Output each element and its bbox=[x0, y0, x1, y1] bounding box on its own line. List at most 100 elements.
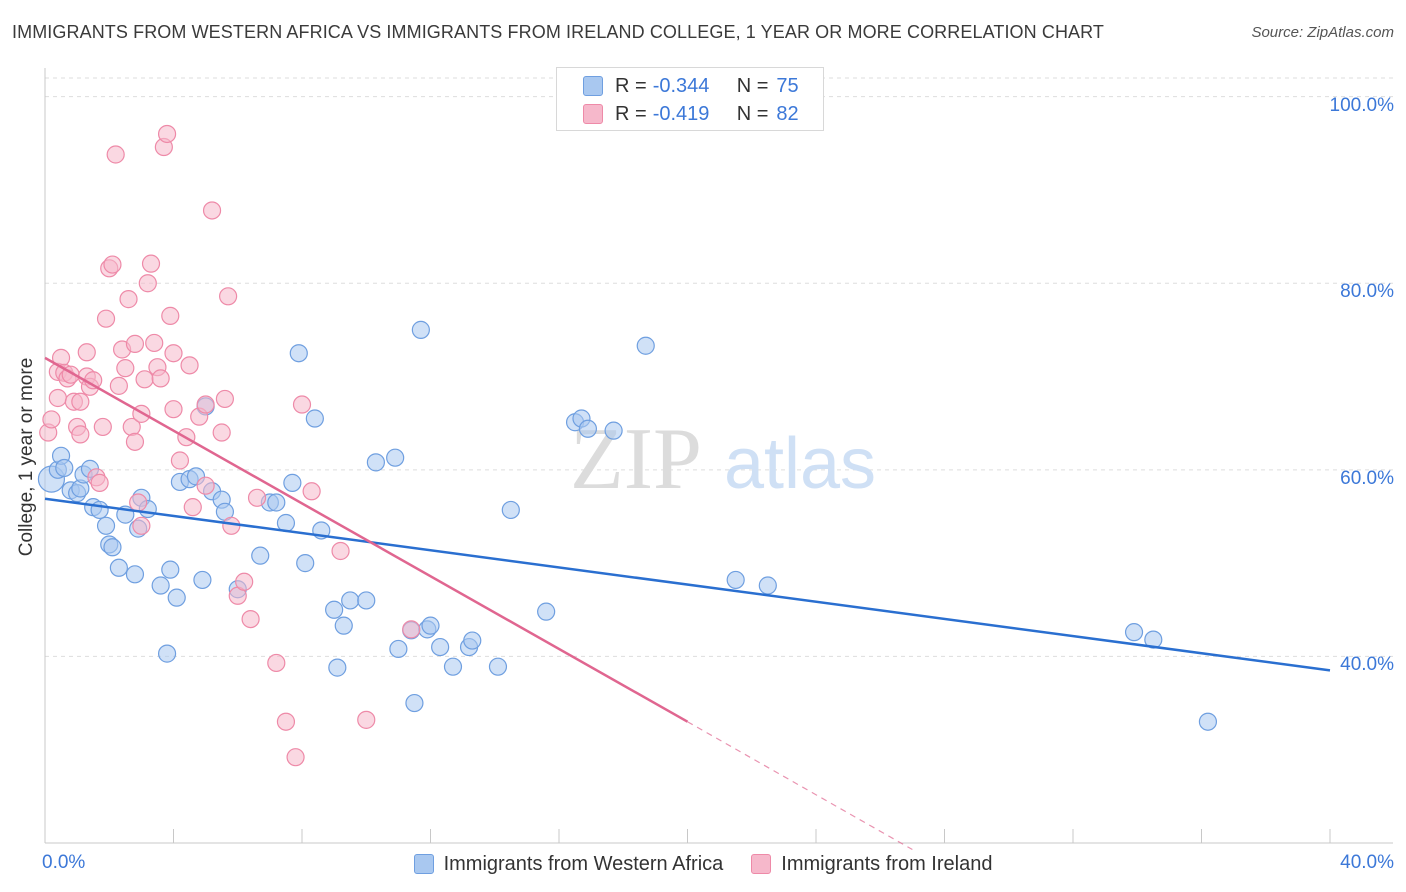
point-ireland bbox=[157, 124, 177, 144]
point-ireland bbox=[164, 400, 183, 419]
point-ireland bbox=[71, 392, 90, 411]
point-ireland bbox=[135, 370, 154, 389]
point-western-africa bbox=[488, 657, 508, 676]
point-western-africa bbox=[251, 546, 270, 565]
point-ireland bbox=[241, 609, 260, 629]
point-ireland bbox=[119, 290, 138, 309]
point-ireland bbox=[302, 482, 321, 501]
x-tick-label-max: 40.0% bbox=[1340, 852, 1394, 873]
legend-swatch-pink bbox=[583, 104, 603, 124]
point-western-africa bbox=[125, 565, 145, 584]
point-ireland bbox=[161, 306, 180, 325]
point-western-africa bbox=[1144, 630, 1163, 649]
point-ireland bbox=[141, 254, 161, 273]
series-swatch-blue bbox=[413, 854, 434, 874]
legend-n-value: 82 bbox=[776, 102, 799, 125]
point-western-africa bbox=[193, 570, 212, 590]
series-legend-western-africa[interactable]: Immigrants from Western Africa bbox=[413, 852, 724, 876]
legend-r-label: R = bbox=[615, 102, 647, 125]
legend-r-value: -0.419 bbox=[652, 102, 710, 125]
point-ireland bbox=[125, 334, 145, 353]
point-western-africa bbox=[167, 588, 186, 607]
point-ireland bbox=[212, 423, 231, 442]
point-western-africa bbox=[537, 602, 556, 621]
legend-swatch-blue bbox=[583, 76, 603, 96]
point-ireland bbox=[71, 425, 90, 444]
point-western-africa bbox=[325, 600, 344, 619]
point-western-africa bbox=[443, 657, 463, 676]
y-axis-label: College, 1 year or more bbox=[16, 357, 37, 557]
point-ireland bbox=[77, 343, 96, 362]
point-western-africa bbox=[578, 419, 598, 438]
point-western-africa bbox=[283, 473, 302, 492]
trend-line-western-africa bbox=[44, 497, 1331, 672]
point-ireland bbox=[90, 473, 109, 492]
point-ireland bbox=[116, 359, 135, 378]
y-tick-label: 60.0% bbox=[1340, 467, 1394, 489]
point-ireland bbox=[276, 712, 296, 731]
point-western-africa bbox=[55, 458, 74, 478]
series-legend-ireland[interactable]: Immigrants from Ireland bbox=[751, 853, 992, 876]
point-western-africa bbox=[328, 658, 347, 677]
point-ireland bbox=[96, 309, 116, 328]
point-western-africa bbox=[334, 616, 353, 635]
y-tick-label: 40.0% bbox=[1340, 654, 1394, 676]
source-label: Source: ZipAtlas.com bbox=[1251, 24, 1394, 41]
chart-title: IMMIGRANTS FROM WESTERN AFRICA VS IMMIGR… bbox=[12, 22, 1105, 42]
series-legend-label: Immigrants from Ireland bbox=[781, 852, 993, 875]
point-ireland bbox=[164, 344, 183, 363]
point-ireland bbox=[331, 541, 350, 561]
correlation-legend: R = -0.344 N = 75 R = -0.419 N = 82 bbox=[556, 67, 824, 131]
point-ireland bbox=[151, 369, 170, 388]
point-ireland bbox=[202, 201, 222, 220]
point-western-africa bbox=[267, 493, 286, 512]
point-ireland bbox=[222, 516, 241, 535]
point-western-africa bbox=[157, 644, 177, 663]
point-western-africa bbox=[289, 344, 308, 363]
point-ireland bbox=[357, 710, 376, 729]
point-ireland bbox=[109, 376, 128, 395]
trend-line-ireland bbox=[44, 356, 689, 723]
point-western-africa bbox=[463, 631, 482, 650]
legend-n-value: 75 bbox=[776, 74, 799, 97]
legend-row-western-africa: R = -0.344 N = 75 bbox=[583, 74, 799, 98]
point-ireland bbox=[129, 493, 148, 512]
point-western-africa bbox=[604, 421, 623, 440]
point-ireland bbox=[219, 287, 238, 306]
point-western-africa bbox=[1124, 623, 1144, 642]
legend-row-ireland: R = -0.419 N = 82 bbox=[583, 102, 799, 126]
point-western-africa bbox=[151, 576, 170, 595]
point-ireland bbox=[106, 145, 125, 164]
point-western-africa bbox=[389, 639, 408, 659]
series-legend-label: Immigrants from Western Africa bbox=[443, 852, 724, 875]
point-western-africa bbox=[341, 591, 360, 610]
y-tick-label: 80.0% bbox=[1340, 281, 1394, 303]
point-western-africa bbox=[161, 560, 180, 579]
axes bbox=[44, 68, 1393, 844]
point-ireland bbox=[132, 516, 151, 535]
point-ireland bbox=[125, 432, 145, 451]
point-western-africa bbox=[366, 453, 385, 472]
point-western-africa bbox=[296, 554, 315, 573]
point-western-africa bbox=[421, 616, 440, 635]
point-western-africa bbox=[405, 693, 424, 713]
trend-line-ireland-extension bbox=[687, 721, 913, 851]
point-western-africa bbox=[103, 538, 122, 557]
point-ireland bbox=[170, 451, 190, 470]
point-ireland bbox=[247, 488, 267, 507]
y-tick-label: 100.0% bbox=[1329, 94, 1394, 116]
point-ireland bbox=[145, 333, 164, 353]
point-ireland bbox=[196, 476, 215, 495]
point-ireland bbox=[180, 356, 199, 375]
point-western-africa bbox=[726, 570, 745, 590]
point-western-africa bbox=[109, 558, 128, 577]
point-ireland bbox=[93, 417, 112, 437]
point-western-africa bbox=[96, 516, 116, 535]
point-ireland bbox=[196, 395, 215, 414]
legend-r-label: R = bbox=[615, 74, 647, 97]
point-western-africa bbox=[1198, 712, 1218, 731]
point-western-africa bbox=[501, 500, 520, 520]
point-western-africa bbox=[411, 320, 430, 339]
point-ireland bbox=[286, 748, 305, 767]
